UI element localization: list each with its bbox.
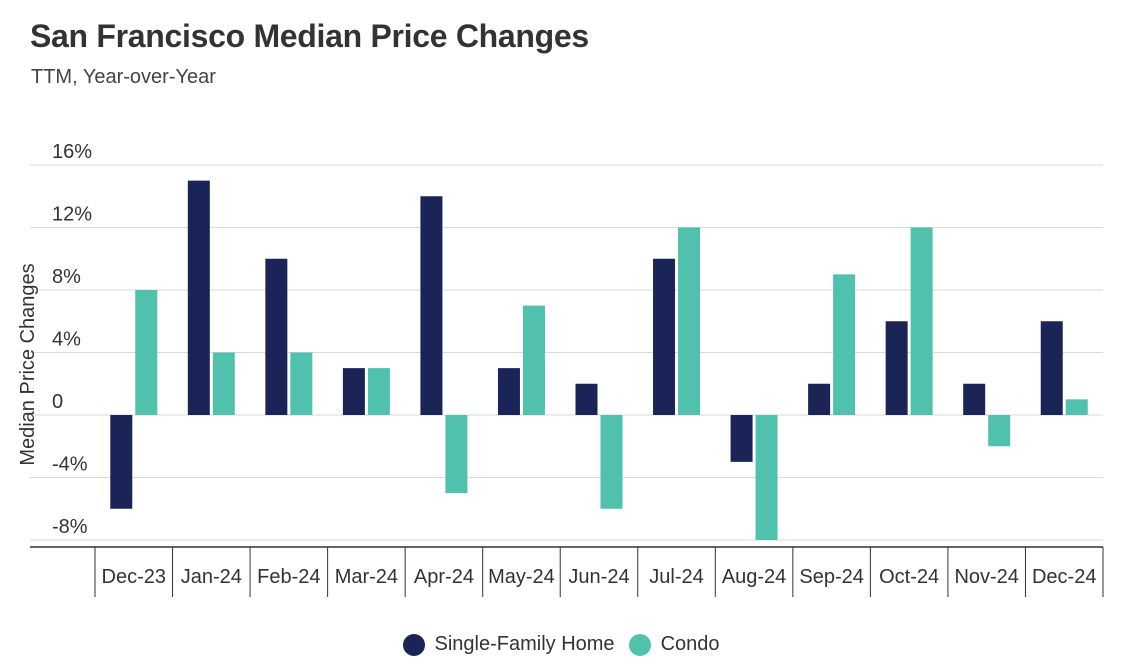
bar-condo-oct-24 [910, 227, 933, 415]
x-tick-label: Jun-24 [568, 566, 629, 588]
x-tick-label: Apr-24 [414, 566, 474, 588]
bar-single-family-jun-24 [575, 383, 598, 415]
bar-single-family-may-24 [497, 368, 520, 415]
legend-item-condo: Condo [628, 633, 720, 656]
y-tick-label: 0 [52, 391, 63, 413]
bar-single-family-dec-23 [110, 415, 133, 509]
bar-condo-dec-23 [135, 290, 158, 415]
legend-swatch-condo [628, 633, 651, 656]
bar-single-family-feb-24 [265, 258, 288, 415]
x-tick-label: Nov-24 [954, 566, 1018, 588]
bar-condo-may-24 [522, 305, 545, 415]
bar-condo-aug-24 [755, 415, 778, 540]
y-axis-label: Median Price Changes [17, 263, 39, 465]
chart-subtitle: TTM, Year-over-Year [31, 66, 216, 88]
bar-condo-sep-24 [833, 274, 856, 415]
y-tick-label: 4% [52, 329, 81, 351]
bar-single-family-jan-24 [187, 180, 210, 415]
chart-title: San Francisco Median Price Changes [30, 18, 589, 54]
legend-swatch-single-family [402, 633, 425, 656]
y-tick-label: 8% [52, 266, 81, 288]
y-tick-label: 12% [52, 204, 92, 226]
y-tick-label: -4% [52, 454, 88, 476]
bar-condo-nov-24 [988, 415, 1011, 447]
legend-item-single-family: Single-Family Home [402, 633, 615, 656]
bar-condo-dec-24 [1065, 399, 1088, 415]
y-tick-label: 16% [52, 141, 92, 163]
chart-legend: Single-Family Home Condo [0, 633, 1122, 656]
bar-condo-jun-24 [600, 415, 623, 509]
bar-condo-apr-24 [445, 415, 468, 494]
bar-single-family-apr-24 [420, 196, 443, 415]
bar-condo-mar-24 [367, 368, 390, 415]
bar-single-family-sep-24 [808, 383, 831, 415]
bar-single-family-dec-24 [1040, 321, 1063, 415]
x-tick-label: Oct-24 [879, 566, 939, 588]
x-tick-label: Jan-24 [181, 566, 242, 588]
legend-label-single-family: Single-Family Home [434, 633, 615, 655]
bar-condo-jan-24 [212, 352, 235, 415]
x-tick-label: Dec-23 [102, 566, 166, 588]
x-tick-label: Jul-24 [649, 566, 703, 588]
bar-single-family-mar-24 [342, 368, 365, 415]
x-tick-label: Aug-24 [722, 566, 787, 588]
bar-single-family-nov-24 [963, 383, 986, 415]
bar-condo-jul-24 [678, 227, 701, 415]
bar-single-family-oct-24 [885, 321, 908, 415]
bar-single-family-jul-24 [653, 258, 676, 415]
bar-condo-feb-24 [290, 352, 313, 415]
y-tick-label: -8% [52, 516, 88, 538]
x-tick-label: Mar-24 [335, 566, 398, 588]
bar-chart: 16% 12% 8% 4% 0 -4% -8% Median Price Changes Dec… [17, 141, 1104, 597]
x-tick-label: Sep-24 [799, 566, 864, 588]
x-tick-label: May-24 [488, 566, 555, 588]
legend-label-condo: Condo [660, 633, 720, 655]
x-tick-label: Dec-24 [1032, 566, 1096, 588]
bar-single-family-aug-24 [730, 415, 753, 462]
x-tick-label: Feb-24 [257, 566, 320, 588]
